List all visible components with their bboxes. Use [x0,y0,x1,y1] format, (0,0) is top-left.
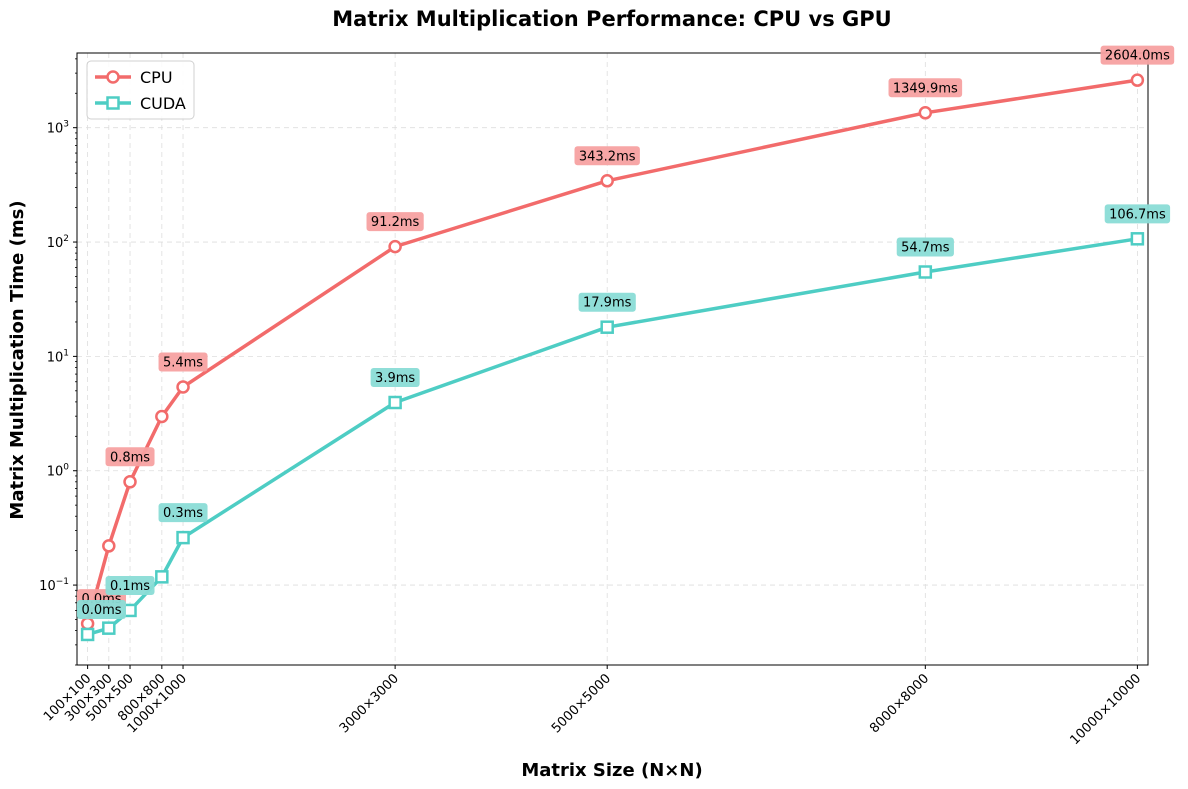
legend-cpu-marker [106,70,120,84]
y-axis-label: Matrix Multiplication Time (ms) [7,200,28,519]
legend-cuda-label: CUDA [140,94,186,113]
x-tick-label: 3000×3000 [337,671,402,736]
cpu-data-label: 343.2ms [579,149,636,164]
legend-cpu-label: CPU [140,68,173,87]
plot-frame [76,52,1149,666]
cpu-marker [600,174,614,188]
cpu-marker [123,475,137,489]
cuda-data-label-box [896,237,954,257]
cuda-marker [918,265,933,279]
y-tick-label: 100 [47,463,70,480]
cpu-data-label-box [888,78,963,98]
y-tick-label: 103 [47,120,69,137]
cpu-marker [1130,73,1145,87]
cpu-data-label: 0.8ms [110,450,150,465]
series-layer [80,73,1145,642]
cpu-data-label: 5.4ms [163,355,203,370]
cuda-data-label: 0.3ms [163,506,203,521]
cuda-marker [102,621,116,635]
cpu-data-label-box [574,146,640,166]
y-ticks: 10−1 100 101 102 103 [39,58,77,666]
cuda-data-label: 17.9ms [583,296,632,311]
cpu-data-label-box [158,352,208,372]
x-tick-label: 10000×10000 [1067,671,1144,748]
cpu-data-label: 1349.9ms [893,81,958,96]
cpu-data-label: 91.2ms [371,215,420,230]
cuda-marker [388,395,402,410]
chart-title: Matrix Multiplication Performance: CPU v… [332,7,891,31]
cuda-marker [80,627,95,642]
cuda-marker [600,320,614,334]
cpu-data-label-box [105,447,155,467]
y-tick-label: 10−1 [39,577,69,594]
cpu-marker [80,616,95,631]
y-tick-label: 101 [47,348,69,365]
cuda-marker [155,570,169,584]
cuda-marker [123,603,137,618]
cuda-data-label: 0.1ms [110,579,150,594]
cuda-data-label-box [370,368,420,388]
cuda-data-label: 3.9ms [375,371,415,386]
cuda-data-label: 0.0ms [81,603,121,618]
cpu-data-label-box [1100,45,1175,65]
labels-layer: 0.0ms 0.8ms 5.4ms 91.2ms 343.2ms 1349.9ms 2604… [77,45,1175,619]
x-tick-label: 5000×5000 [549,671,614,736]
grid-layer [77,53,1148,665]
cuda-data-label-box [105,575,155,595]
cuda-data-label-box [578,292,636,312]
cuda-data-label-box [77,599,126,619]
cpu-data-label: 2604.0ms [1105,49,1170,64]
cpu-data-label-box [366,212,424,232]
cpu-marker [155,409,169,424]
cuda-data-label: 54.7ms [901,240,950,255]
cpu-marker [918,106,933,120]
legend-cuda-marker [106,96,120,110]
x-tick-label: 8000×8000 [867,671,932,736]
cuda-data-label-box [158,503,208,523]
cpu-marker [102,539,116,553]
cpu-marker [388,239,402,254]
cuda-data-label: 106.7ms [1109,207,1166,222]
cuda-data-label-box [1104,204,1171,224]
cuda-marker [1130,232,1145,246]
cpu-marker [176,380,190,394]
cuda-marker [176,530,190,545]
legend: CPU CUDA [86,60,195,120]
y-tick-label: 102 [47,234,69,251]
x-axis-label: Matrix Size (N×N) [521,760,702,781]
